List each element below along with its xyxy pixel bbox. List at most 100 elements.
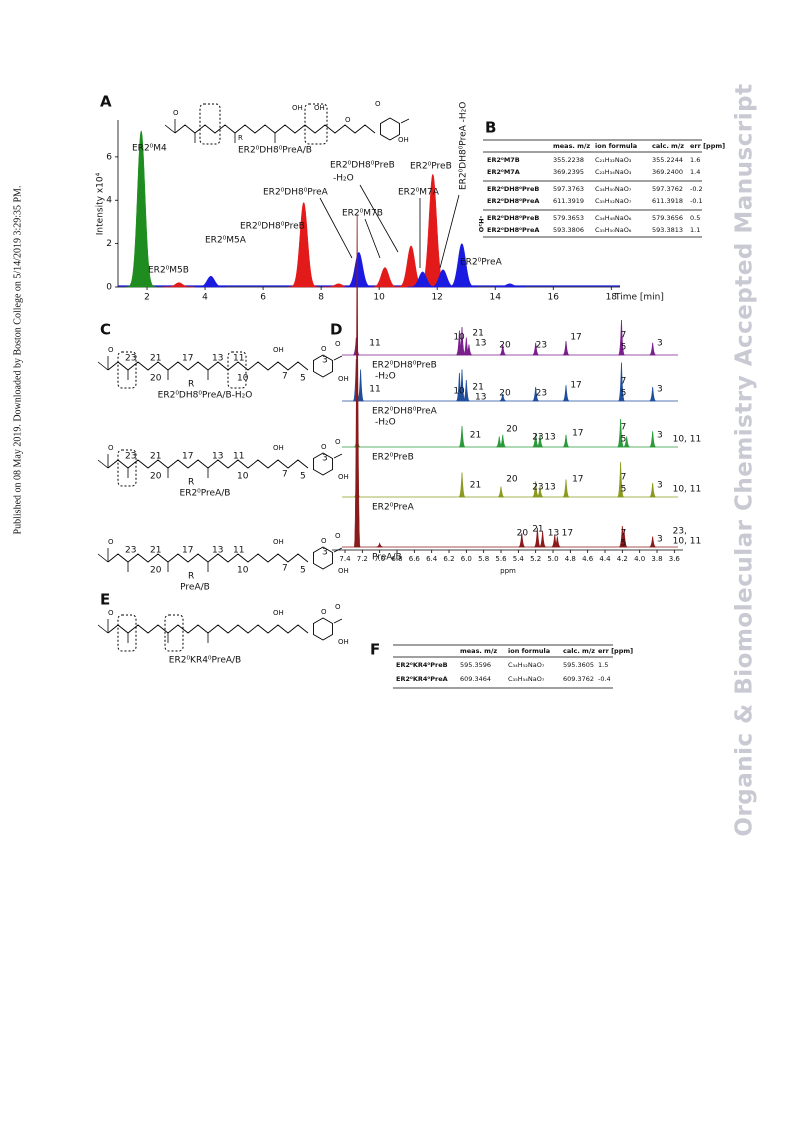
nmr-peak [376, 542, 383, 548]
peak-label: 10, 11 [673, 537, 702, 547]
bond [97, 624, 109, 634]
peak [288, 202, 319, 288]
watermark: Organic & Biomolecular Chemistry Accepte… [732, 83, 758, 836]
bond [400, 118, 410, 124]
nmr-peak [649, 342, 656, 356]
peak-label: 21 [472, 383, 483, 393]
peak-label: 7 [621, 331, 627, 341]
x-tick-label: 5.8 [478, 555, 489, 563]
atom-label: 20 [150, 374, 162, 384]
nmr-peak [617, 362, 625, 402]
atom-label: OH [338, 567, 349, 575]
structure-label: ER2⁰DH8⁰PreA/B-H₂O [158, 391, 253, 401]
nmr-peak [458, 472, 466, 498]
nmr-peak [649, 431, 656, 448]
peak-label: 17 [570, 333, 581, 343]
y-tick-label: 0 [106, 283, 112, 293]
nmr-peak [562, 340, 570, 356]
peak-label: 7 [621, 473, 627, 483]
nmr-peak [649, 386, 656, 402]
bond [333, 355, 343, 361]
nmr-peak [534, 527, 541, 548]
peak-label: 23 [532, 433, 543, 443]
x-tick-label: 18 [606, 293, 618, 303]
peak-label: ER2⁰DH8⁰PreB [240, 222, 305, 232]
peak-label: 11 [369, 339, 380, 349]
table-header: calc. m/z [563, 647, 595, 655]
nmr-peak [562, 385, 570, 402]
bond [333, 618, 343, 624]
peak-label: ER2⁰DH8⁰PreB [330, 161, 395, 171]
highlight-box [117, 351, 137, 389]
atom-label: 21 [150, 546, 161, 556]
table-cell: ER2⁰DH8⁰PreA [487, 197, 539, 205]
atom-label: O [335, 532, 341, 540]
atom-label: OH [273, 609, 284, 617]
nmr-peak [532, 386, 539, 402]
peak [494, 283, 525, 288]
peak-label: 10, 11 [673, 485, 702, 495]
nmr-peak [462, 379, 470, 402]
x-tick-label: 3.6 [669, 555, 681, 563]
peak-label: 23, [673, 527, 687, 537]
atom-label: O [321, 345, 327, 353]
ring [313, 354, 333, 378]
nmr-peak [497, 486, 505, 498]
nmr-peak [458, 425, 466, 448]
atom-label: OH [338, 473, 349, 481]
table-cell: 579.3656 [652, 214, 683, 222]
highlight-box [117, 614, 137, 652]
peak-label: 23 [532, 483, 543, 493]
peak-label: ER2⁰DH8⁰PreA -H₂O [459, 102, 469, 190]
atom-label: R [188, 572, 194, 582]
atom-label: R [188, 380, 194, 390]
panel-label: E [100, 591, 110, 609]
peak-label: 21 [472, 329, 483, 339]
table-cell: 369.2395 [553, 168, 584, 176]
x-tick-label: 7.2 [357, 555, 368, 563]
x-tick-label: 4.2 [617, 555, 628, 563]
peak-label: 7 [621, 529, 627, 539]
atom-label: OH [273, 444, 284, 452]
peak-label: 13 [548, 529, 559, 539]
table-cell: 1.1 [690, 226, 700, 234]
side-note: Published on 08 May 2019. Downloaded by … [12, 186, 23, 535]
atom-label: OH [314, 104, 325, 112]
peak-label: 17 [572, 475, 583, 485]
table-cell: 0.5 [690, 214, 700, 222]
table-cell: 593.3806 [553, 226, 584, 234]
x-axis-label: ppm [500, 567, 516, 575]
atom-label: O [335, 438, 341, 446]
table-cell: -0.2 [690, 185, 703, 193]
atom-label: O [335, 603, 341, 611]
table-header: err [ppm] [598, 647, 633, 655]
atom-label: 11 [233, 546, 244, 556]
peak-label: 7 [621, 423, 627, 433]
y-axis-label: Intensity x10⁴ [96, 172, 106, 235]
table-header: calc. m/z [652, 142, 684, 150]
peak-label: 13 [544, 483, 555, 493]
peak-label: 20 [506, 475, 518, 485]
group-label: -H₂O [477, 216, 485, 233]
table-cell: 1.4 [690, 168, 700, 176]
table-cell: 579.3653 [553, 214, 584, 222]
atom-label: O [375, 100, 381, 108]
atom-label: O [321, 443, 327, 451]
bond [107, 459, 309, 469]
peak-label: ER2⁰M4 [132, 144, 167, 154]
atom-label: OH [338, 638, 349, 646]
x-tick-label: 5.2 [530, 555, 541, 563]
peak-label: 21 [470, 431, 481, 441]
y-tick-label: 6 [106, 152, 112, 162]
atom-label: 10 [237, 566, 249, 576]
peak-label: 10 [453, 387, 465, 397]
peak-label: 20 [499, 341, 511, 351]
x-tick-label: 2 [144, 293, 150, 303]
bond [107, 553, 309, 563]
x-tick-label: 7.0 [374, 555, 385, 563]
panel-label: F [370, 641, 380, 659]
table-cell: -0.4 [598, 675, 611, 683]
atom-label: 5 [300, 566, 306, 576]
peak-label: 20 [499, 389, 511, 399]
table-cell: ER2⁰DH8⁰PreA [487, 226, 539, 234]
